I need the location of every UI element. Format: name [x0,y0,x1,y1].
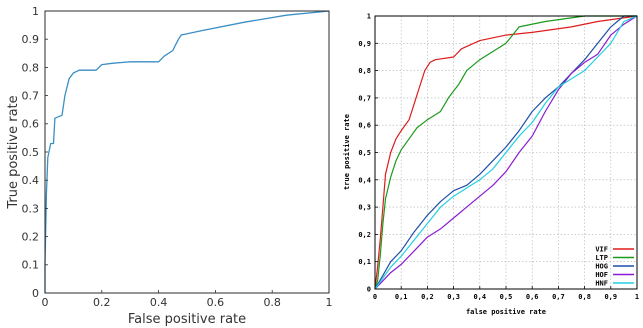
vif-curve [374,15,638,290]
y-tick-label: 0.3 [22,202,40,215]
x-tick-label: 0.6 [207,296,225,309]
legend-label-vif: VIF [595,246,608,254]
roc-curve [44,10,330,293]
y-tick-label: 0,2 [358,231,371,239]
left-plot-frame [44,10,330,294]
left-roc-chart: 0 0.2 0.4 0.6 0.8 1 0 0.1 0.2 0.3 0.4 0.5 0.6 0.7 0.8 0… [6,5,333,327]
x-tick-label: 0.4 [150,296,168,309]
x-tick-label: 1 [326,296,333,309]
x-tick-label: 0,1 [395,293,408,301]
y-tick-label: 0,4 [358,176,371,184]
y-tick-label: 0.4 [22,174,40,187]
y-tick-label: 0,1 [358,258,371,266]
y-tick-label: 0.1 [22,259,40,272]
x-tick-label: 1 [635,293,639,301]
ltp-curve [374,15,637,290]
hof-curve [374,15,638,290]
y-tick-label: 0 [367,285,371,293]
y-tick-label: 0,6 [358,122,371,130]
y-tick-label: 0.6 [22,118,40,131]
x-tick-label: 0,3 [447,293,460,301]
left-ticks: 0 0.2 0.4 0.6 0.8 1 0 0.1 0.2 0.3 0.4 0.5 0.6 0.7 0.8 0… [22,5,333,309]
right-ticks: 0 0,1 0,2 0,3 0,4 0,5 0,6 0,7 0,8 0,9 1 0 0,1 0,2 0,3 0… [358,12,639,301]
y-tick-label: 0 [32,287,39,300]
legend-label-hog: HOG [595,263,608,271]
y-tick-label: 0,5 [358,149,371,157]
right-grid [375,16,637,289]
y-tick-label: 0.2 [22,230,40,243]
y-tick-label: 0.9 [22,33,40,46]
x-tick-label: 0,5 [500,293,513,301]
x-tick-label: 0.2 [93,296,111,309]
x-tick-label: 0 [42,296,49,309]
x-tick-label: 0,8 [578,293,591,301]
y-tick-label: 0,8 [358,67,371,75]
x-tick-label: 0,4 [473,293,486,301]
hog-curve [374,15,637,290]
hnf-curve [374,15,638,290]
legend-label-ltp: LTP [595,254,608,262]
legend-label-hnf: HNF [595,280,608,288]
y-tick-label: 0.8 [22,61,40,74]
left-x-axis-label: False positive rate [128,312,246,327]
legend-label-hof: HOF [595,271,608,279]
y-tick-label: 0,7 [358,94,371,102]
x-tick-label: 0.8 [263,296,281,309]
x-tick-label: 0,2 [421,293,434,301]
left-plot-marks [44,10,330,293]
right-plot-marks [374,15,638,290]
y-tick-label: 1 [32,5,39,18]
right-y-axis-label: true positive rate [343,114,351,190]
y-tick-label: 0.7 [22,89,40,102]
x-tick-label: 0,7 [552,293,565,301]
right-plot-frame [374,15,638,290]
y-tick-label: 0.5 [22,146,40,159]
x-tick-label: 0,6 [526,293,539,301]
right-x-axis-label: false positive rate [466,308,546,316]
x-tick-label: 0,9 [604,293,617,301]
x-tick-label: 0 [373,293,377,301]
left-y-axis-label: True positive rate [6,95,21,209]
y-tick-label: 0,3 [358,204,371,212]
y-tick-label: 1 [367,12,371,20]
y-tick-label: 0,9 [358,40,371,48]
